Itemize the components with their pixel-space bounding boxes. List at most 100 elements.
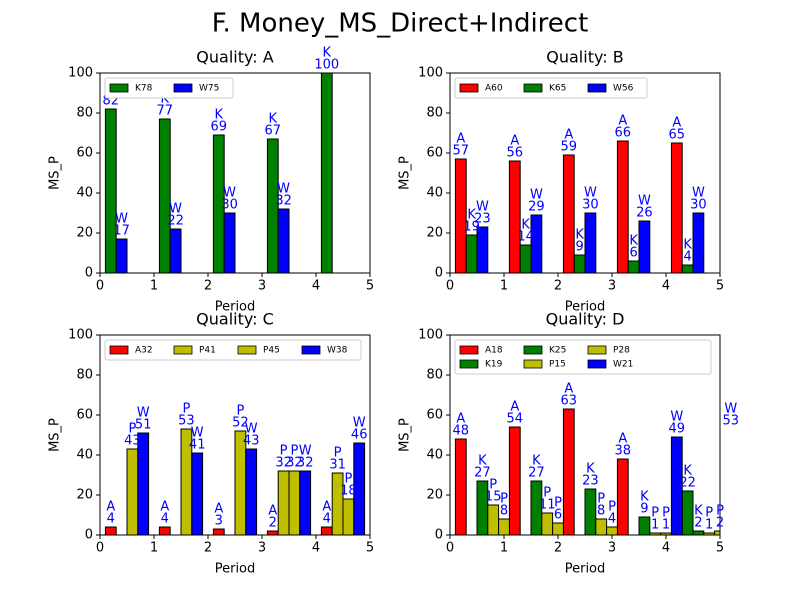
y-tick-label: 40 (426, 186, 443, 201)
value-label: 52 (232, 416, 249, 431)
bar (692, 212, 705, 273)
value-label: 2 (716, 516, 724, 531)
value-label: 53 (723, 414, 740, 429)
value-label: 43 (243, 434, 260, 449)
value-label: 6 (554, 508, 562, 523)
value-label: 66 (615, 126, 632, 141)
value-label: 38 (615, 444, 632, 459)
x-tick-label: 3 (258, 541, 266, 556)
subplot-title: Quality: B (546, 48, 623, 67)
value-label: 54 (507, 412, 524, 427)
value-label: 32 (275, 194, 292, 209)
bar-letter: K (269, 112, 278, 127)
value-label: 63 (561, 394, 578, 409)
x-tick-label: 0 (446, 541, 454, 556)
legend-label: A60 (485, 84, 503, 94)
x-tick-label: 3 (608, 541, 616, 556)
value-label: 1 (651, 518, 659, 533)
value-label: 1 (662, 518, 670, 533)
bar-letter: P (651, 506, 659, 521)
bar (223, 212, 236, 273)
bar (320, 526, 333, 535)
plot-area (104, 428, 366, 535)
x-tick-label: 4 (662, 541, 670, 556)
bar-letter: P (344, 472, 352, 487)
x-tick-label: 2 (554, 279, 562, 294)
bar-letter: W (299, 444, 312, 459)
legend-label: P45 (263, 346, 280, 356)
bar (277, 208, 290, 273)
bar-letter: P (597, 492, 605, 507)
bar (331, 472, 344, 535)
axes-frame (449, 334, 721, 536)
value-label: 1 (705, 518, 713, 533)
legend-label: K78 (135, 84, 153, 94)
legend-swatch (173, 83, 193, 93)
value-label: 53 (178, 414, 195, 429)
bar-letter: K (467, 208, 476, 223)
bar (508, 426, 521, 535)
y-tick-label: 60 (76, 408, 93, 423)
bar (638, 516, 651, 535)
bar-letter: K (161, 92, 170, 107)
bar (212, 134, 225, 273)
bar-letter: K (683, 238, 692, 253)
bar-letter: A (564, 382, 573, 397)
bar-letter: A (268, 504, 277, 519)
legend-box (454, 77, 648, 99)
legend-swatch (237, 345, 257, 355)
bar-letter: W (670, 410, 683, 425)
bar (638, 220, 651, 273)
x-tick-label: 0 (96, 279, 104, 294)
x-tick-label: 5 (716, 279, 724, 294)
bar (266, 138, 279, 273)
value-label: 4 (107, 512, 115, 527)
bar-letter: P (554, 496, 562, 511)
value-label: 77 (157, 104, 174, 119)
bar-letter: A (322, 500, 331, 515)
y-tick-label: 80 (426, 368, 443, 383)
bar-letter: P (290, 444, 298, 459)
bar (627, 260, 640, 273)
bar (681, 490, 694, 535)
y-tick-label: 0 (435, 266, 443, 281)
y-tick-label: 100 (418, 66, 443, 81)
y-tick-label: 0 (435, 528, 443, 543)
x-tick-label: 5 (366, 279, 374, 294)
bar (353, 442, 366, 535)
bar-letter: P (489, 478, 497, 493)
value-label: 4 (608, 512, 616, 527)
bar (487, 504, 500, 535)
value-label: 30 (690, 198, 707, 213)
axes-frame (99, 334, 371, 536)
bar-letter: A (510, 400, 519, 415)
y-tick-label: 40 (76, 186, 93, 201)
bar (137, 432, 150, 535)
value-label: 14 (517, 230, 534, 245)
bar (104, 526, 117, 535)
bar (104, 108, 117, 273)
value-label: 27 (474, 466, 491, 481)
x-tick-label: 2 (204, 279, 212, 294)
y-tick-label: 40 (426, 448, 443, 463)
y-tick-label: 20 (76, 488, 93, 503)
x-tick-label: 5 (366, 541, 374, 556)
bar (126, 448, 139, 535)
value-label: 9 (640, 502, 648, 517)
value-label: 30 (221, 198, 238, 213)
value-label: 31 (329, 458, 346, 473)
y-tick-label: 80 (426, 106, 443, 121)
bar-letter: W (530, 188, 543, 203)
legend-label: P41 (199, 346, 216, 356)
value-label: 2 (269, 516, 277, 531)
legend-swatch (523, 359, 543, 369)
y-tick-label: 0 (85, 528, 93, 543)
value-label: 4 (161, 512, 169, 527)
subplot-title: Quality: D (546, 310, 625, 329)
x-axis-label: Period (565, 300, 606, 315)
x-tick-label: 4 (312, 279, 320, 294)
bar-letter: A (456, 132, 465, 147)
x-tick-label: 1 (500, 279, 508, 294)
bar-letter: A (160, 500, 169, 515)
x-tick-label: 5 (716, 541, 724, 556)
